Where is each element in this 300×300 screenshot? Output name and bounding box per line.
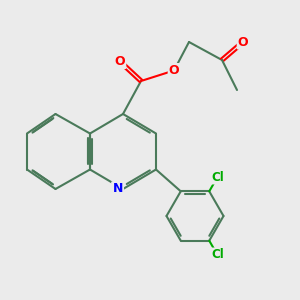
Text: Cl: Cl [211, 170, 224, 184]
Text: O: O [115, 55, 125, 68]
Text: O: O [169, 64, 179, 77]
Text: Cl: Cl [211, 248, 224, 262]
Text: O: O [238, 35, 248, 49]
Text: N: N [112, 182, 123, 196]
Text: N: N [112, 182, 123, 196]
